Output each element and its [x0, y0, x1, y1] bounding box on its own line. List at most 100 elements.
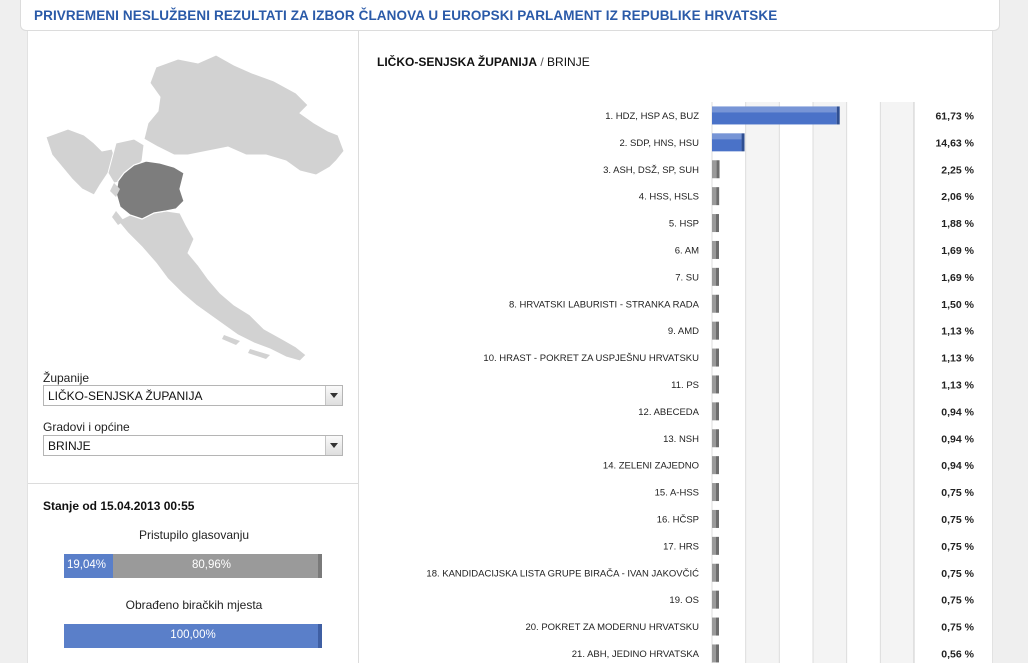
result-bar[interactable]: [712, 106, 837, 125]
result-bar-edge: [836, 106, 840, 125]
results-bar-chart: 1. HDZ, HSP AS, BUZ 61,73 % 2. SDP, HNS, H…: [426, 102, 978, 663]
result-bar[interactable]: [712, 294, 716, 313]
result-bar[interactable]: [712, 402, 716, 421]
result-bar-edge: [716, 644, 719, 663]
turnout-title: Pristupilo glasovanju: [138, 528, 250, 542]
percent-label: 1,69 %: [941, 272, 974, 284]
result-bar[interactable]: [712, 160, 717, 179]
result-bar[interactable]: [712, 509, 716, 528]
page-header: PRIVREMENI NESLUŽBENI REZULTATI ZA IZBOR…: [20, 0, 1000, 31]
percent-label: 0,75 %: [941, 514, 974, 526]
processed-bar: 100,00%: [64, 624, 322, 648]
county-label: Županije: [43, 371, 90, 385]
result-bar[interactable]: [712, 133, 742, 152]
result-bar-edge: [716, 240, 719, 259]
party-label: 6. AM: [675, 245, 699, 256]
result-bar[interactable]: [712, 429, 716, 448]
percent-label: 0,75 %: [941, 541, 974, 553]
grid-column: [880, 102, 914, 663]
map-island-4: [248, 349, 270, 359]
party-label: 13. NSH: [663, 434, 699, 445]
party-label: 21. ABH, JEDINO HRVATSKA: [572, 649, 700, 660]
result-bar-edge: [716, 483, 719, 502]
status-timestamp: Stanje od 15.04.2013 00:55: [43, 499, 195, 513]
party-label: 17. HRS: [663, 541, 699, 552]
party-label: 10. HRAST - POKRET ZA USPJEŠNU HRVATSKU: [483, 353, 699, 364]
result-bar-edge: [716, 617, 719, 636]
result-bar[interactable]: [712, 617, 716, 636]
result-bar[interactable]: [712, 375, 716, 394]
map-region-south[interactable]: [117, 210, 307, 362]
party-label: 8. HRVATSKI LABURISTI - STRANKA RADA: [509, 299, 700, 310]
result-bar[interactable]: [712, 240, 716, 259]
percent-label: 0,56 %: [941, 648, 974, 660]
processed-title: Obrađeno biračkih mjesta: [125, 598, 263, 612]
party-label: 15. A-HSS: [655, 488, 699, 499]
turnout-no-value: 80,96%: [192, 559, 232, 571]
breadcrumb-county[interactable]: LIČKO-SENJSKA ŽUPANIJA: [377, 55, 538, 69]
result-bar[interactable]: [712, 214, 716, 233]
percent-label: 0,75 %: [941, 568, 974, 580]
result-bar[interactable]: [712, 348, 716, 367]
municipality-label: Gradovi i općine: [43, 420, 130, 434]
breadcrumb-separator: /: [540, 55, 544, 69]
turnout-bar-fill: [64, 554, 114, 578]
left-panel: Županije LIČKO-SENJSKA ŽUPANIJA Gradovi …: [28, 31, 359, 663]
municipality-select-value: BRINJE: [48, 439, 91, 453]
map-island-3: [222, 335, 240, 345]
map-island-1: [110, 183, 120, 197]
county-regions[interactable]: [45, 54, 345, 362]
main-content: Županije LIČKO-SENJSKA ŽUPANIJA Gradovi …: [27, 31, 993, 663]
county-select-value: LIČKO-SENJSKA ŽUPANIJA: [48, 389, 203, 403]
processed-bar-fill: [64, 624, 322, 648]
party-label: 16. HČSP: [657, 514, 699, 525]
croatia-map[interactable]: [38, 43, 348, 373]
percent-label: 1,13 %: [941, 353, 974, 365]
percent-label: 14,63 %: [935, 137, 974, 149]
map-region-lika-senj[interactable]: [115, 160, 185, 220]
party-label: 11. PS: [671, 380, 699, 391]
result-bar[interactable]: [712, 590, 716, 609]
processed-bar-edge: [318, 624, 322, 648]
result-bar[interactable]: [712, 267, 716, 286]
percent-label: 1,13 %: [941, 326, 974, 338]
result-bar[interactable]: [712, 536, 716, 555]
map-region-north[interactable]: [143, 54, 345, 176]
chevron-down-icon[interactable]: [325, 436, 342, 455]
breadcrumb-municipality: BRINJE: [547, 55, 590, 69]
municipality-select[interactable]: BRINJE: [43, 435, 343, 456]
chevron-down-icon[interactable]: [325, 386, 342, 405]
result-bar-edge: [716, 456, 719, 475]
result-bar[interactable]: [712, 456, 716, 475]
result-bar-edge: [716, 214, 719, 233]
percent-label: 0,75 %: [941, 487, 974, 499]
result-bar-edge: [716, 294, 719, 313]
party-label: 18. KANDIDACIJSKA LISTA GRUPE BIRAČA - I…: [426, 568, 699, 579]
result-bar-edge: [716, 348, 719, 367]
percent-label: 61,73 %: [935, 110, 974, 122]
result-bar[interactable]: [712, 563, 716, 582]
county-select[interactable]: LIČKO-SENJSKA ŽUPANIJA: [43, 385, 343, 406]
grid-column: [813, 102, 847, 663]
grid-column: [779, 102, 813, 663]
result-bar-edge: [716, 402, 719, 421]
map-region-istria[interactable]: [45, 128, 117, 196]
result-bar-edge: [716, 187, 720, 206]
result-bar[interactable]: [712, 644, 716, 663]
percent-label: 0,75 %: [941, 595, 974, 607]
grid-column: [745, 102, 780, 663]
result-bar[interactable]: [712, 483, 716, 502]
value-column: [918, 102, 978, 663]
percent-label: 2,06 %: [941, 191, 974, 203]
percent-label: 0,94 %: [941, 433, 974, 445]
result-bar-edge: [716, 563, 719, 582]
result-bar-edge: [716, 160, 720, 179]
percent-label: 0,94 %: [941, 406, 974, 418]
result-bar[interactable]: [712, 321, 716, 340]
result-bar[interactable]: [712, 187, 717, 206]
result-bar-edge: [716, 509, 719, 528]
result-bar-edge: [716, 429, 719, 448]
percent-label: 0,94 %: [941, 460, 974, 472]
percent-label: 1,13 %: [941, 379, 974, 391]
party-label: 1. HDZ, HSP AS, BUZ: [605, 111, 699, 122]
